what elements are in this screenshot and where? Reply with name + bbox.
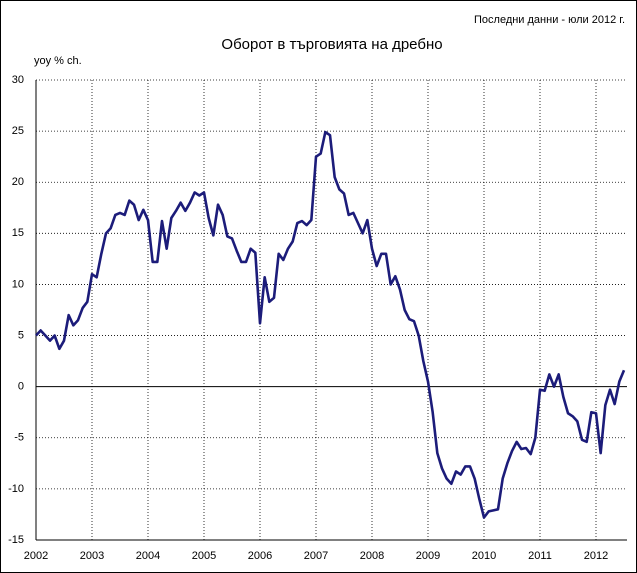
y-tick-label: 25 [12,125,24,137]
x-tick-label: 2007 [304,550,328,562]
y-tick-label: -5 [14,432,24,444]
x-tick-label: 2011 [528,550,552,562]
x-tick-label: 2005 [192,550,216,562]
y-tick-label: 0 [18,381,24,393]
y-tick-label: 30 [12,74,24,86]
x-tick-label: 2004 [136,550,160,562]
x-tick-label: 2002 [24,550,48,562]
y-tick-label: 20 [12,176,24,188]
y-tick-label: -10 [8,483,24,495]
chart-subtitle: Последни данни - юли 2012 г. [474,14,625,26]
y-tick-label: -15 [8,534,24,546]
x-tick-label: 2006 [248,550,272,562]
x-tick-label: 2009 [416,550,440,562]
y-axis-label: yoy % ch. [34,55,82,67]
y-tick-label: 5 [18,329,24,341]
y-tick-label: 15 [12,227,24,239]
chart-title: Оборот в търговията на дребно [221,36,442,53]
x-tick-label: 2010 [472,550,496,562]
x-tick-label: 2008 [360,550,384,562]
x-tick-label: 2012 [584,550,608,562]
data-line [35,130,626,519]
x-tick-label: 2003 [80,550,104,562]
y-tick-label: 10 [12,278,24,290]
